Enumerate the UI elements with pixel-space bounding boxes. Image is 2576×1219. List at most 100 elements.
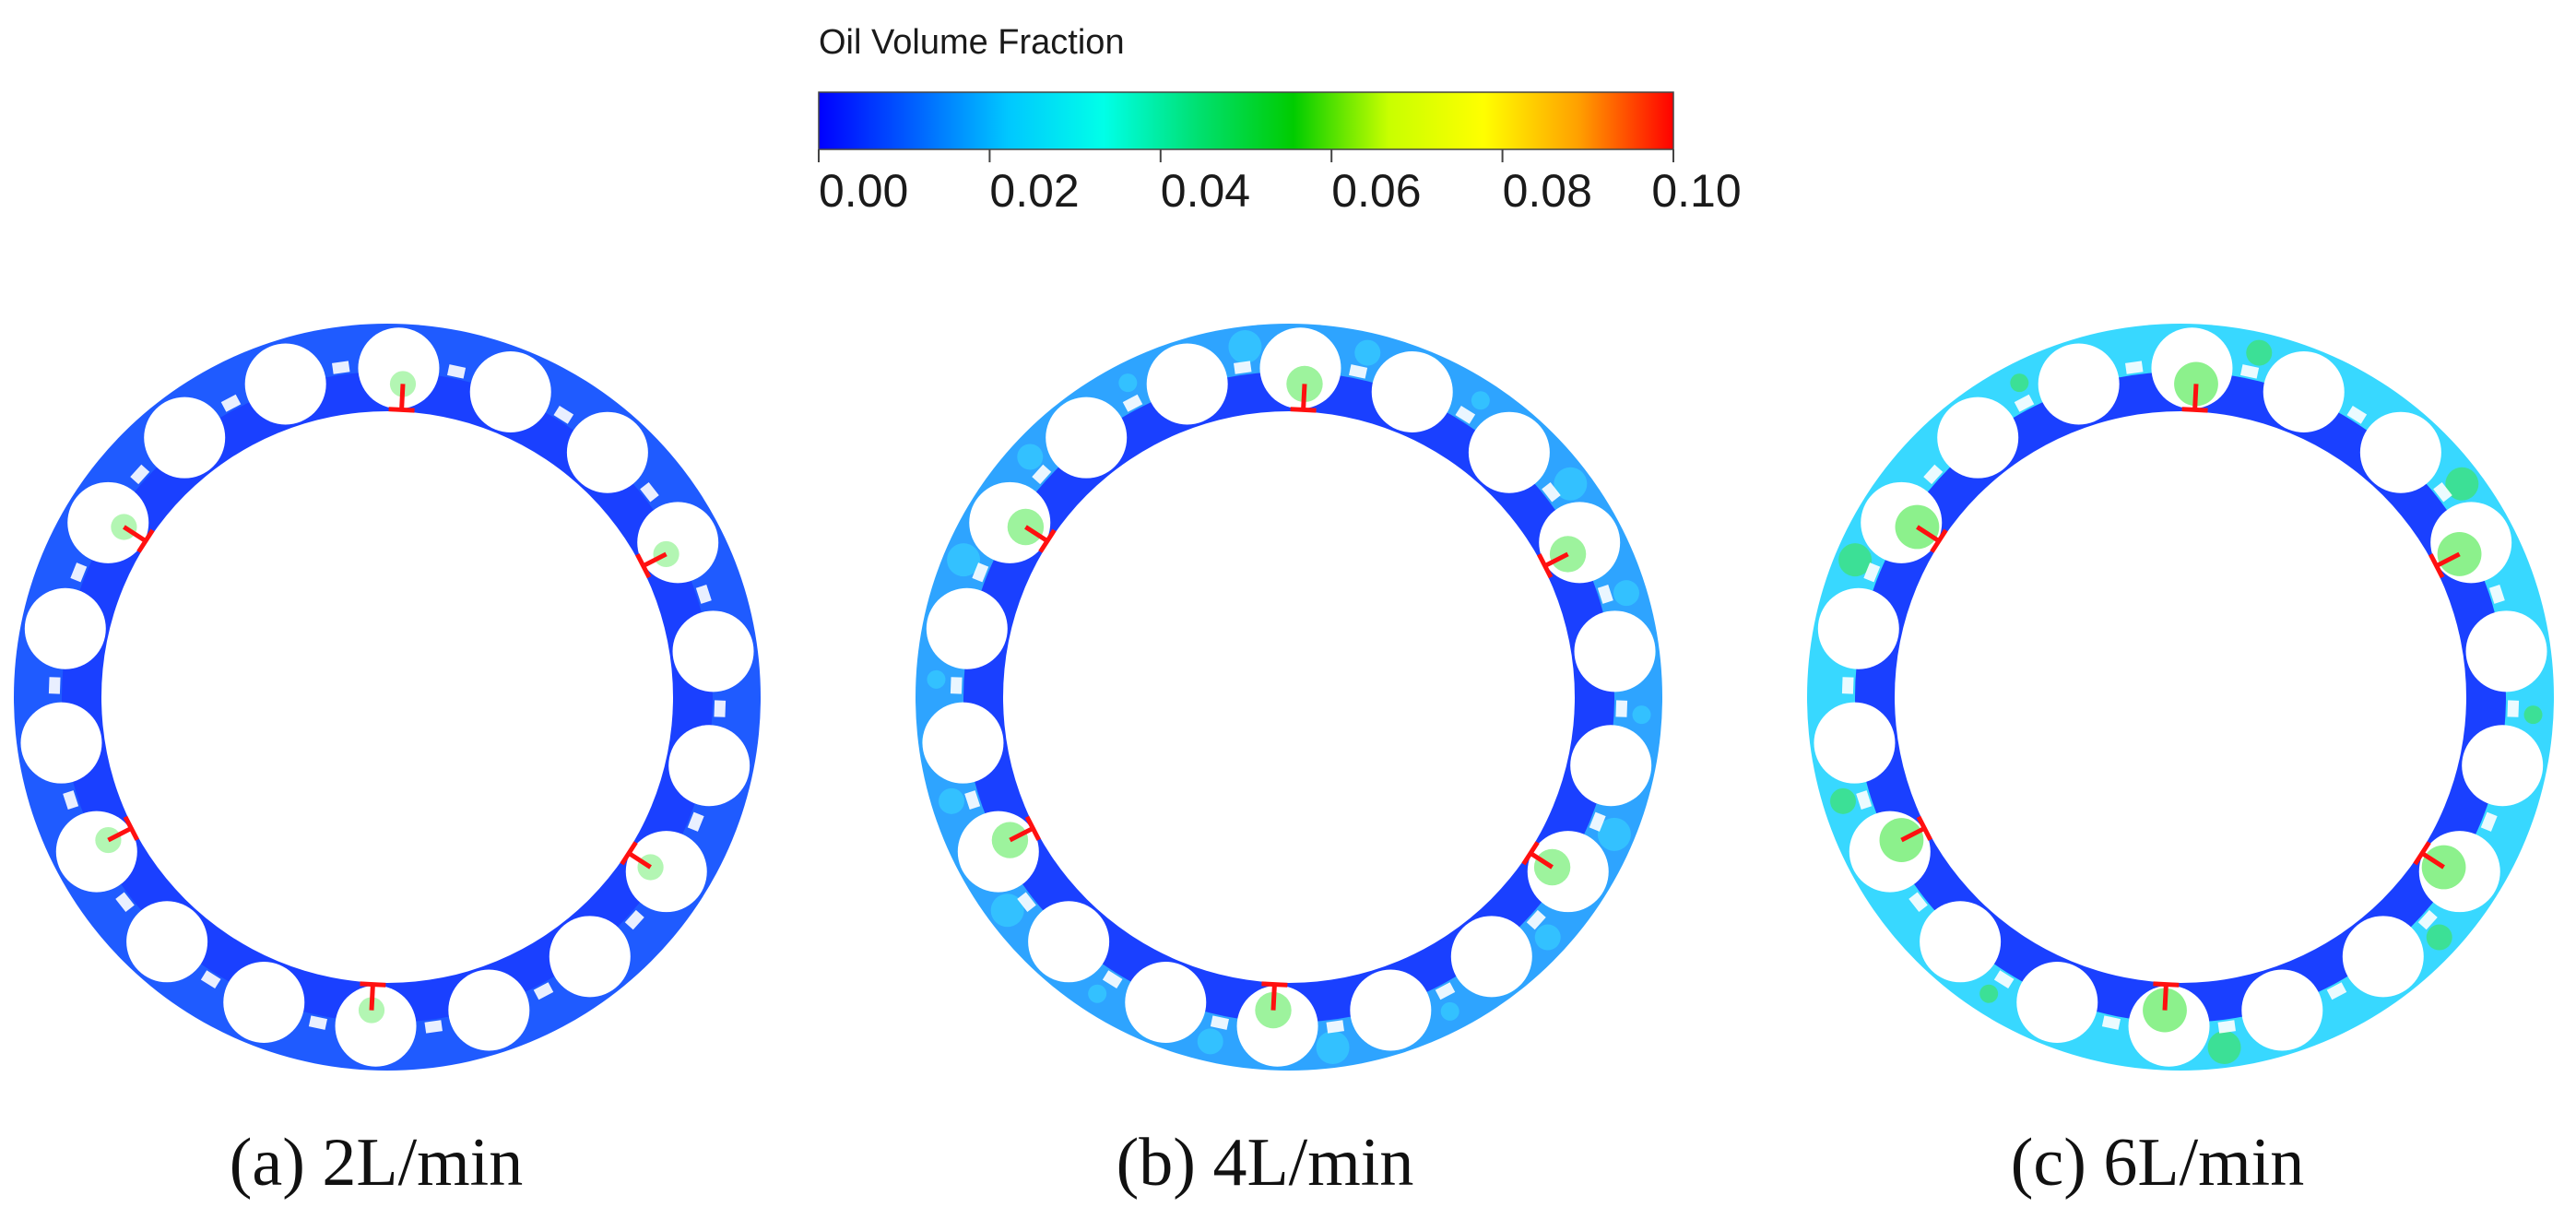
- cage-pocket: [964, 790, 981, 810]
- oil-patch: [947, 543, 981, 577]
- cage-pocket: [1615, 700, 1628, 717]
- cage-pocket: [1326, 1020, 1344, 1034]
- cage-pocket: [1435, 982, 1456, 1000]
- cage-pocket: [1923, 464, 1944, 485]
- cage-pocket: [1234, 361, 1252, 374]
- oil-patch: [2010, 373, 2029, 393]
- roller: [672, 610, 754, 692]
- colorbar-tick-label: 0.00: [819, 165, 908, 217]
- oil-patch: [2332, 1001, 2351, 1021]
- oil-patch: [2088, 1028, 2115, 1055]
- oil-jet-nozzle: [1301, 384, 1307, 410]
- cage-pocket: [2240, 364, 2260, 379]
- oil-jet-base: [1038, 528, 1057, 553]
- colorbar-tick-label: 0.10: [1651, 165, 1741, 217]
- oil-jet-base: [2413, 841, 2431, 866]
- roller: [1046, 396, 1128, 479]
- oil-patch: [1118, 373, 1138, 393]
- roller: [2016, 962, 2098, 1044]
- cage-pocket: [1863, 562, 1881, 583]
- bearing-panel-b: [916, 324, 1662, 1071]
- colorbar: [818, 91, 1674, 150]
- oil-patch: [1979, 984, 1999, 1003]
- roller: [926, 587, 1008, 669]
- roller: [1146, 343, 1228, 425]
- oil-jet-base: [2181, 407, 2208, 413]
- cage-pocket: [2326, 982, 2347, 1000]
- caption-b: (b) 4L/min: [1117, 1125, 1414, 1201]
- oil-patch: [2362, 391, 2381, 410]
- oil-jet-glow: [2421, 845, 2466, 890]
- colorbar-tick-label: 0.04: [1161, 165, 1250, 217]
- oil-patch: [1613, 580, 1639, 607]
- bearing-inner-hub: [1003, 411, 1575, 983]
- oil-patch: [1471, 391, 1490, 410]
- oil-jet-base: [1916, 815, 1932, 841]
- cage-pocket: [1017, 892, 1036, 913]
- roller: [55, 811, 137, 893]
- oil-jet-glow: [2437, 532, 2482, 576]
- roller: [1574, 610, 1656, 692]
- cage-pocket: [1122, 394, 1143, 412]
- oil-patch: [1597, 817, 1631, 851]
- oil-jet-nozzle: [2192, 384, 2199, 410]
- cage-pocket: [687, 811, 704, 832]
- oil-jet-nozzle: [1916, 525, 1941, 543]
- oil-jet-nozzle: [1900, 826, 1926, 843]
- cage-pocket: [2101, 1015, 2121, 1030]
- roller: [922, 702, 1004, 784]
- bearing-panel-a: [14, 324, 761, 1071]
- oil-jet-nozzle: [642, 551, 668, 568]
- oil-patch: [1838, 543, 1873, 577]
- oil-jet-base: [1290, 407, 1317, 413]
- oil-jet-base: [1521, 841, 1540, 866]
- cage-pocket: [624, 909, 644, 930]
- caption-c: (c) 6L/min: [2011, 1125, 2305, 1201]
- oil-jet-base: [136, 528, 155, 553]
- oil-patch: [1882, 894, 1916, 928]
- cage-pocket: [63, 790, 79, 810]
- cage-pocket: [70, 562, 88, 583]
- cage-pocket: [1993, 970, 2015, 989]
- oil-patch: [1228, 329, 1262, 363]
- oil-jet-nozzle: [1009, 826, 1034, 843]
- roller: [668, 725, 750, 807]
- roller: [1937, 396, 2019, 479]
- oil-patch: [1354, 339, 1381, 366]
- oil-jet-base: [1024, 815, 1041, 841]
- roller: [2465, 610, 2547, 692]
- cage-pocket: [2488, 585, 2505, 604]
- cage-pocket: [1102, 970, 1123, 989]
- oil-patch: [2445, 467, 2479, 501]
- bearing-panel-c: [1807, 324, 2554, 1071]
- oil-patch: [1818, 669, 1837, 689]
- roller: [469, 350, 551, 432]
- oil-jet-glow: [637, 854, 664, 881]
- cage-pocket: [2480, 811, 2498, 832]
- roller: [2359, 411, 2441, 493]
- roller: [1450, 916, 1532, 998]
- roller: [1814, 702, 1896, 784]
- oil-jet-glow: [653, 540, 679, 568]
- bearing-inner-hub: [1895, 411, 2466, 983]
- oil-patch: [1534, 924, 1561, 951]
- roller: [1371, 350, 1453, 432]
- cage-pocket: [220, 394, 242, 412]
- oil-patch: [939, 787, 965, 814]
- roller: [20, 702, 102, 784]
- oil-jet-base: [2153, 981, 2180, 988]
- cage-pocket: [1526, 909, 1546, 930]
- oil-jet-base: [1261, 981, 1288, 988]
- roller: [67, 481, 149, 563]
- roller: [1028, 901, 1110, 983]
- oil-jet-nozzle: [627, 851, 652, 870]
- oil-jet-nozzle: [1024, 525, 1049, 543]
- cage-pocket: [424, 1020, 443, 1034]
- oil-jet-nozzle: [1543, 551, 1569, 568]
- oil-jet-nozzle: [2162, 984, 2168, 1011]
- cage-pocket: [950, 677, 963, 694]
- oil-patch: [1316, 1031, 1350, 1065]
- oil-patch: [2120, 329, 2154, 363]
- cage-pocket: [1841, 677, 1854, 694]
- cage-pocket: [2217, 1020, 2236, 1034]
